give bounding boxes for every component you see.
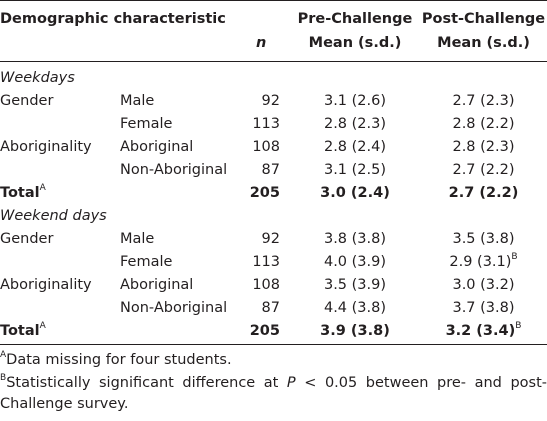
header-post-line2: Mean (s.d.) bbox=[437, 35, 530, 51]
post-value-text: 2.9 (3.1) bbox=[449, 254, 512, 270]
post-value: 2.7 (2.2) bbox=[452, 162, 515, 178]
footnote-b-text-after: < 0.05 between pre- and post- bbox=[295, 375, 547, 391]
footnote-a-text: Data missing for four students. bbox=[6, 352, 232, 368]
header-n: n bbox=[256, 35, 267, 51]
section-title-weekend: Weekend days bbox=[0, 208, 107, 224]
footnote-b-text: Statistically significant difference at bbox=[6, 375, 287, 391]
total-footnote-mark: A bbox=[39, 321, 46, 332]
total-post: 2.7 (2.2) bbox=[448, 185, 519, 201]
header-characteristic: Demographic characteristic bbox=[0, 11, 226, 27]
total-label: TotalA bbox=[0, 184, 46, 202]
post-footnote-mark: B bbox=[511, 252, 518, 263]
pre-value: 3.1 (2.6) bbox=[323, 93, 387, 109]
footnote-a: AData missing for four students. bbox=[0, 351, 547, 369]
sub-label: Aboriginal bbox=[120, 277, 194, 293]
group-label: Gender bbox=[0, 93, 54, 109]
post-value: 3.0 (3.2) bbox=[452, 277, 515, 293]
group-label: Aboriginality bbox=[0, 139, 92, 155]
n-value: 113 bbox=[252, 116, 280, 132]
sub-label: Male bbox=[120, 231, 155, 247]
sub-label: Male bbox=[120, 93, 155, 109]
n-value: 108 bbox=[252, 139, 280, 155]
sub-label: Aboriginal bbox=[120, 139, 194, 155]
footnote-b-line2: Challenge survey. bbox=[0, 396, 129, 412]
n-value: 92 bbox=[261, 93, 280, 109]
total-text: Total bbox=[0, 185, 40, 201]
footnote-b-p: P bbox=[286, 375, 296, 391]
footnote-a-mark: A bbox=[0, 350, 7, 361]
sub-label: Female bbox=[120, 116, 173, 132]
n-value: 92 bbox=[261, 231, 280, 247]
post-value: 3.5 (3.8) bbox=[452, 231, 515, 247]
pre-value: 2.8 (2.4) bbox=[323, 139, 387, 155]
sub-label: Non-Aboriginal bbox=[120, 300, 228, 316]
pre-value: 3.1 (2.5) bbox=[323, 162, 387, 178]
total-n: 205 bbox=[249, 323, 280, 339]
post-value: 2.8 (2.3) bbox=[452, 139, 515, 155]
total-text: Total bbox=[0, 323, 40, 339]
total-footnote-mark: A bbox=[39, 183, 46, 194]
header-pre-line1: Pre-Challenge bbox=[297, 11, 413, 27]
n-value: 87 bbox=[261, 162, 280, 178]
header-post-line1: Post-Challenge bbox=[421, 11, 546, 27]
footnote-b-mark: B bbox=[0, 373, 7, 384]
total-pre: 3.9 (3.8) bbox=[320, 323, 390, 339]
total-label: TotalA bbox=[0, 322, 46, 340]
pre-value: 2.8 (2.3) bbox=[323, 116, 387, 132]
total-n: 205 bbox=[249, 185, 280, 201]
group-label: Gender bbox=[0, 231, 54, 247]
n-value: 108 bbox=[252, 277, 280, 293]
n-value: 87 bbox=[261, 300, 280, 316]
group-label: Aboriginality bbox=[0, 277, 92, 293]
sub-label: Non-Aboriginal bbox=[120, 162, 228, 178]
bottom-rule bbox=[0, 344, 547, 345]
section-title-weekdays: Weekdays bbox=[0, 70, 75, 86]
header-pre-line2: Mean (s.d.) bbox=[308, 35, 402, 51]
total-post: 3.2 (3.4)B bbox=[420, 322, 547, 340]
total-pre: 3.0 (2.4) bbox=[320, 185, 390, 201]
post-value: 2.9 (3.1)B bbox=[420, 253, 547, 271]
pre-value: 4.4 (3.8) bbox=[323, 300, 387, 316]
pre-value: 3.8 (3.8) bbox=[323, 231, 387, 247]
pre-value: 4.0 (3.9) bbox=[323, 254, 387, 270]
header-rule bbox=[0, 61, 547, 62]
sub-label: Female bbox=[120, 254, 173, 270]
pre-value: 3.5 (3.9) bbox=[323, 277, 387, 293]
post-value: 2.7 (2.3) bbox=[452, 93, 515, 109]
post-value: 2.8 (2.2) bbox=[452, 116, 515, 132]
post-value: 3.7 (3.8) bbox=[452, 300, 515, 316]
top-rule bbox=[0, 0, 547, 1]
total-post-footnote-mark: B bbox=[515, 321, 522, 332]
total-post-text: 3.2 (3.4) bbox=[445, 323, 516, 339]
footnote-b-line1: BStatistically significant difference at… bbox=[0, 374, 547, 392]
n-value: 113 bbox=[252, 254, 280, 270]
